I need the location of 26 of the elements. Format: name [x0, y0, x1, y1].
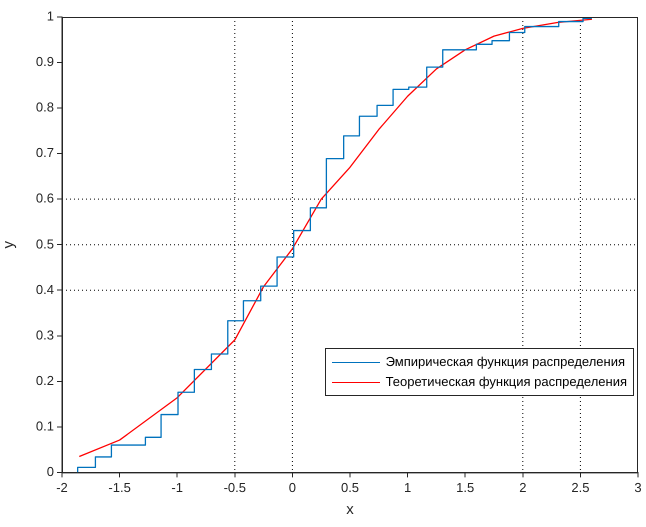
y-tick-label: 1	[46, 8, 54, 24]
x-tick-label: 3	[634, 480, 642, 495]
y-tick-label: 0.8	[36, 100, 54, 115]
legend-label: Эмпирическая функция распределения	[386, 353, 626, 371]
y-tick-label: 0.3	[36, 327, 54, 342]
y-tick-label: 0.6	[36, 190, 54, 206]
x-axis-title: x	[346, 501, 354, 518]
y-tick-label: 0.7	[36, 145, 54, 160]
y-tick-label: 0.4	[36, 282, 54, 297]
x-tick-label: 0.5	[340, 480, 360, 495]
y-axis-title: y	[0, 240, 18, 248]
y-tick-label: 0.2	[36, 372, 54, 388]
x-tick-label: -1.5	[108, 480, 131, 495]
x-tick-label: -1	[171, 480, 183, 495]
x-tick-label: -2	[56, 480, 68, 495]
legend-label: Теоретическая функция распределения	[386, 373, 627, 391]
x-tick-label: 2.5	[571, 480, 590, 495]
y-tick-label: 0.5	[36, 236, 54, 252]
x-tick-label: 0	[288, 480, 296, 495]
y-tick-label: 0	[46, 464, 54, 479]
x-tick-label: 2	[519, 480, 526, 495]
x-tick-label: -0.5	[224, 480, 246, 495]
x-tick-label: 1.5	[456, 480, 474, 495]
y-tick-label: 0.9	[36, 54, 54, 70]
x-tick-label: 1	[404, 480, 412, 495]
y-tick-label: 0.1	[36, 418, 54, 434]
